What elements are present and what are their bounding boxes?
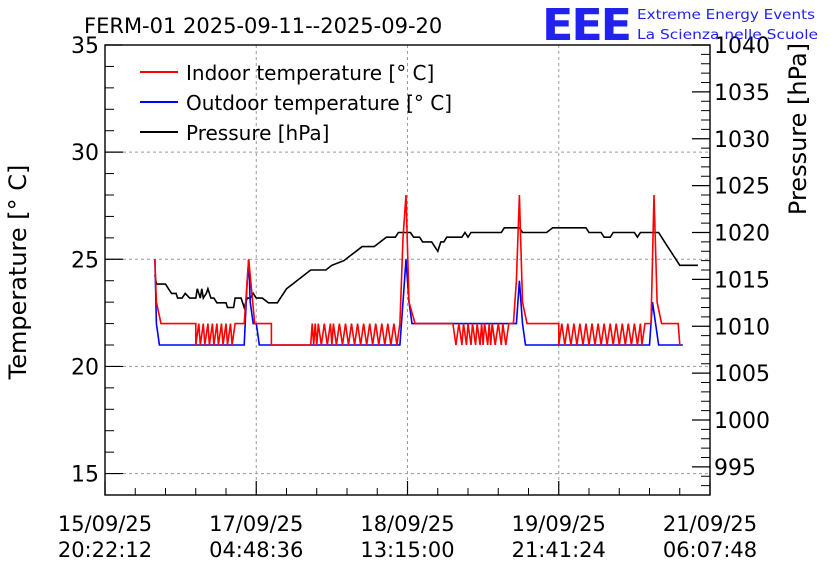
y-left-tick-label: 20 bbox=[71, 355, 99, 380]
y-right-tick-label: 1035 bbox=[714, 81, 770, 106]
x-tick-label-date: 19/09/25 bbox=[512, 512, 606, 536]
legend-label-outdoor: Outdoor temperature [° C] bbox=[186, 91, 452, 115]
y-axis-left-label: Temperature [° C] bbox=[4, 165, 32, 381]
legend-label-pressure: Pressure [hPa] bbox=[186, 121, 329, 145]
legend: Indoor temperature [° C] Outdoor tempera… bbox=[140, 61, 452, 145]
x-tick-label-date: 21/09/25 bbox=[663, 512, 757, 536]
eee-logo-mark: EEE bbox=[542, 0, 630, 51]
y-left-tick-label: 25 bbox=[71, 248, 99, 273]
x-tick-label-time: 20:22:12 bbox=[58, 538, 152, 562]
y-left-tick-label: 30 bbox=[71, 141, 99, 166]
y-right-tick-label: 1040 bbox=[714, 34, 770, 59]
y-axis-left: 15 20 25 30 35 bbox=[71, 34, 123, 488]
y-right-tick-label: 1015 bbox=[714, 268, 770, 293]
y-right-tick-label: 1030 bbox=[714, 128, 770, 153]
y-right-tick-label: 1000 bbox=[714, 409, 770, 434]
eee-logo-line2: La Scienza nelle Scuole bbox=[637, 27, 818, 43]
x-tick-label-time: 13:15:00 bbox=[360, 538, 454, 562]
x-tick-label-date: 17/09/25 bbox=[209, 512, 303, 536]
legend-label-indoor: Indoor temperature [° C] bbox=[186, 61, 434, 85]
x-tick-label-time: 04:48:36 bbox=[209, 538, 303, 562]
y-left-tick-label: 15 bbox=[71, 463, 99, 488]
y-axis-right-label: Pressure [hPa] bbox=[784, 43, 812, 215]
series-pressure bbox=[154, 227, 698, 311]
x-tick-label-time: 21:41:24 bbox=[512, 538, 606, 562]
y-right-tick-label: 1005 bbox=[714, 362, 770, 387]
plot-series bbox=[154, 194, 698, 346]
series-indoor-temperature bbox=[154, 194, 681, 346]
y-right-tick-label: 995 bbox=[714, 456, 756, 481]
x-tick-label-time: 06:07:48 bbox=[663, 538, 757, 562]
x-tick-label-date: 18/09/25 bbox=[360, 512, 454, 536]
eee-logo-line1: Extreme Energy Events bbox=[637, 7, 815, 23]
y-right-tick-label: 1010 bbox=[714, 315, 770, 340]
chart-title: FERM-01 2025-09-11--2025-09-20 bbox=[84, 14, 442, 38]
eee-logo: EEE Extreme Energy Events La Scienza nel… bbox=[542, 0, 818, 51]
x-tick-label-date: 15/09/25 bbox=[58, 512, 152, 536]
y-right-tick-label: 1025 bbox=[714, 175, 770, 200]
y-axis-right: 995 1000 1005 1010 1015 1020 1025 1030 1035 1040 bbox=[692, 34, 770, 487]
y-right-tick-label: 1020 bbox=[714, 222, 770, 247]
y-left-tick-label: 35 bbox=[71, 34, 99, 59]
